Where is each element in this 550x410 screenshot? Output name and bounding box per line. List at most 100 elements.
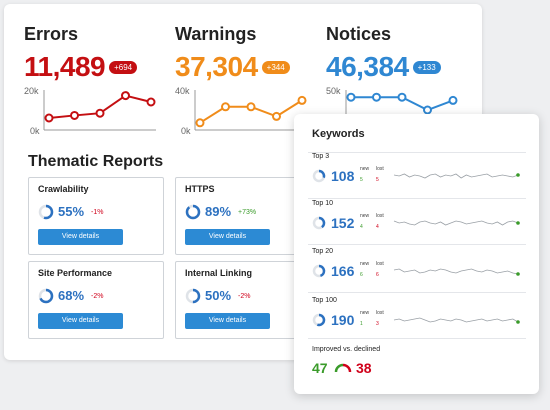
divider — [308, 292, 526, 293]
progress-ring-icon — [312, 264, 326, 278]
card-name: Crawlability — [38, 184, 89, 194]
card-https: HTTPS 89% +73% View details — [175, 177, 311, 255]
kw-row-top3[interactable]: Top 3 108 new 5 lost 5 — [312, 153, 522, 199]
kw-row-value: 190 — [331, 312, 355, 328]
errors-value: 11,489 — [24, 51, 106, 82]
trend-point — [146, 97, 156, 107]
lost-label: lost — [376, 166, 384, 172]
kw-row-value: 152 — [331, 215, 355, 231]
card-change: +73% — [238, 209, 257, 216]
trend-point — [95, 108, 105, 118]
kw-row-label: Top 20 — [312, 248, 334, 255]
warnings-metric[interactable]: Warnings 37,304 +344 40k 0k — [175, 24, 325, 136]
card-name: Internal Linking — [185, 268, 253, 278]
trend-point — [121, 91, 130, 101]
lost-count: 3 — [376, 321, 379, 327]
progress-ring-icon — [38, 288, 54, 304]
card-name: HTTPS — [185, 184, 215, 194]
progress-ring-icon — [312, 313, 326, 327]
kw-row-label: Top 10 — [312, 200, 334, 207]
errors-axis-max: 20k — [24, 86, 39, 96]
new-count: 6 — [360, 272, 363, 278]
card-internal-linking: Internal Linking 50% -2% View details — [175, 261, 311, 339]
errors-axis-min: 0k — [30, 126, 40, 136]
trend-point — [272, 111, 281, 121]
notices-value: 46,384 — [326, 51, 409, 82]
trend-point — [246, 102, 256, 112]
divider — [308, 152, 526, 153]
gauge-icon — [334, 363, 352, 373]
card-name: Site Performance — [38, 268, 113, 278]
trend-point — [397, 92, 407, 102]
progress-ring-icon — [185, 288, 201, 304]
progress-ring-icon — [38, 204, 54, 220]
divider — [308, 244, 526, 245]
new-label: new — [360, 166, 370, 172]
trend-point — [346, 92, 356, 102]
view-details-button[interactable]: View details — [38, 313, 123, 329]
notices-title: Notices — [326, 24, 392, 44]
card-percent: 50% — [205, 288, 232, 303]
thematic-reports-title: Thematic Reports — [28, 153, 164, 170]
lost-label: lost — [376, 261, 384, 267]
new-count: 5 — [360, 177, 363, 183]
kw-sparkline — [393, 173, 520, 179]
keywords-widget: Keywords Top 3 108 new 5 lost 5 Top 10 1… — [294, 114, 539, 394]
card-crawlability: Crawlability 55% -1% View details — [28, 177, 164, 255]
progress-ring-icon — [312, 169, 326, 183]
kw-row-top10[interactable]: Top 10 152 new 4 lost 4 — [312, 200, 522, 246]
card-percent: 68% — [58, 288, 85, 303]
new-count: 1 — [360, 321, 363, 327]
warnings-trend-chart: 40k 0k — [175, 86, 307, 136]
errors-title: Errors — [24, 24, 79, 44]
trend-point — [221, 102, 230, 112]
kw-sparkline — [393, 220, 520, 226]
trend-point — [70, 110, 79, 120]
kw-row-top100[interactable]: Top 100 190 new 1 lost 3 — [312, 297, 522, 343]
card-change: -1% — [91, 209, 104, 216]
notices-axis-max: 50k — [326, 86, 341, 96]
view-details-button[interactable]: View details — [185, 229, 270, 245]
divider — [308, 198, 526, 199]
warnings-axis-min: 0k — [181, 126, 191, 136]
progress-ring-icon — [185, 204, 201, 220]
new-label: new — [360, 261, 370, 267]
warnings-value: 37,304 — [175, 51, 258, 82]
notices-metric[interactable]: Notices 46,384+133 50k 0k — [326, 24, 476, 136]
errors-metric[interactable]: Errors 11,489 +694 20k 0k — [24, 24, 174, 136]
kw-row-value: 166 — [331, 263, 355, 279]
warnings-axis-max: 40k — [175, 86, 190, 96]
trend-point — [195, 118, 205, 128]
progress-ring-icon — [312, 216, 326, 230]
trend-point — [448, 95, 458, 105]
card-change: -2% — [238, 293, 251, 300]
errors-trend-chart: 20k 0k — [24, 86, 156, 136]
lost-label: lost — [376, 213, 384, 219]
view-details-button[interactable]: View details — [185, 313, 270, 329]
card-percent: 89% — [205, 204, 232, 219]
improved-count: 47 — [312, 360, 328, 376]
kw-row-top20[interactable]: Top 20 166 new 6 lost 6 — [312, 248, 522, 294]
lost-count: 6 — [376, 272, 379, 278]
declined-count: 38 — [356, 360, 372, 376]
lost-count: 5 — [376, 177, 379, 183]
warnings-title: Warnings — [175, 24, 257, 44]
warnings-delta-badge: +344 — [261, 61, 290, 75]
kw-row-value: 108 — [331, 168, 355, 184]
view-details-button[interactable]: View details — [38, 229, 123, 245]
kw-row-label: Top 100 — [312, 297, 337, 304]
trend-point — [372, 92, 381, 102]
kw-sparkline — [393, 317, 520, 324]
kw-sparkline — [393, 268, 520, 276]
trend-point — [297, 95, 307, 105]
new-label: new — [360, 310, 370, 316]
new-count: 4 — [360, 224, 363, 230]
divider — [308, 338, 526, 339]
lost-label: lost — [376, 310, 384, 316]
trend-point — [44, 113, 54, 123]
card-percent: 55% — [58, 204, 85, 219]
lost-count: 4 — [376, 224, 379, 230]
kw-row-label: Top 3 — [312, 153, 330, 160]
errors-delta-badge: +694 — [109, 61, 138, 75]
card-change: -2% — [91, 293, 104, 300]
